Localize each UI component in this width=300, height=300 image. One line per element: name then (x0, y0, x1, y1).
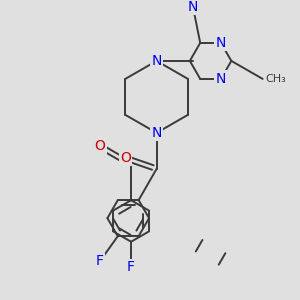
Text: O: O (94, 139, 105, 153)
Text: O: O (120, 151, 131, 165)
Text: N: N (152, 126, 162, 140)
Text: N: N (152, 54, 162, 68)
Text: N: N (216, 36, 226, 50)
Text: F: F (127, 260, 135, 274)
Text: CH₃: CH₃ (266, 74, 286, 84)
Text: F: F (96, 254, 104, 268)
Text: N: N (188, 0, 198, 14)
Text: N: N (216, 72, 226, 86)
